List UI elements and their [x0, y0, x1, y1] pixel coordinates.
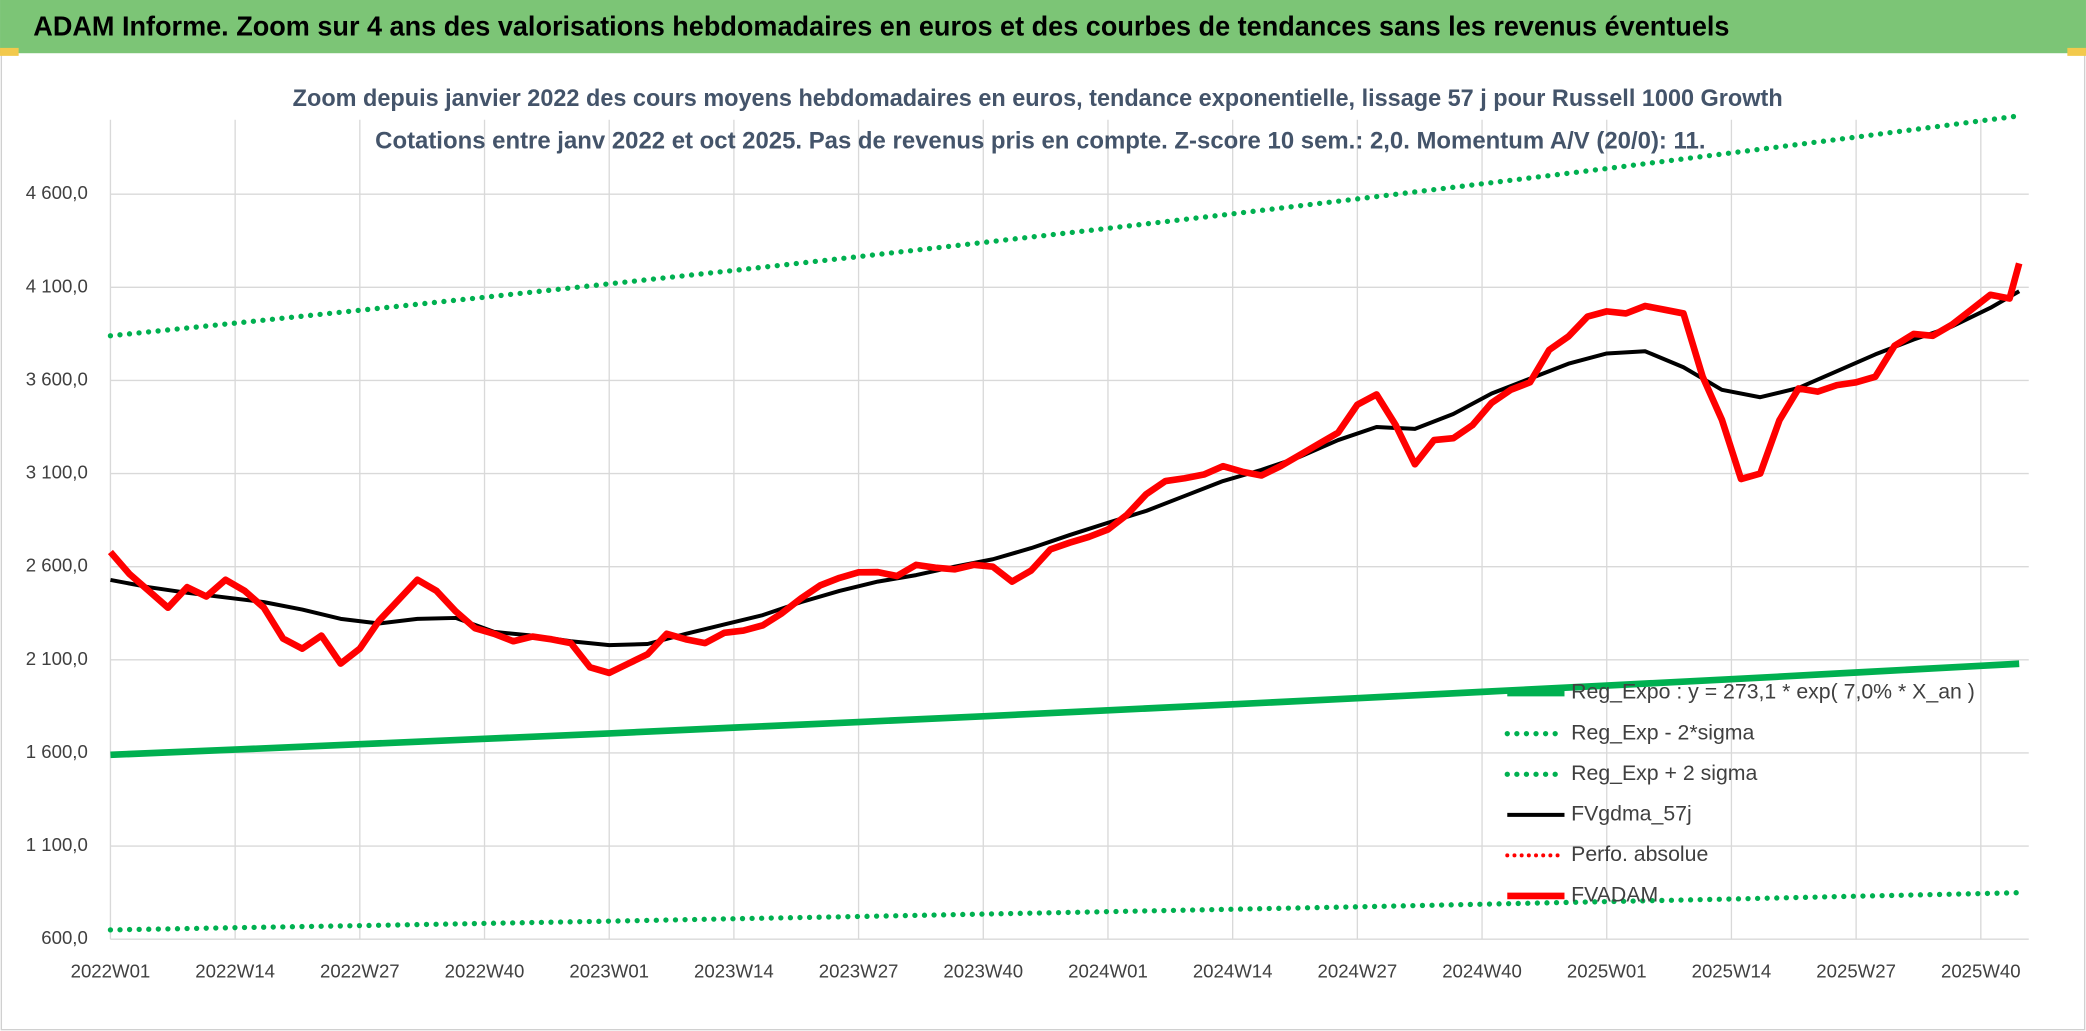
- legend-label: Reg_Exp + 2 sigma: [1571, 761, 1757, 785]
- series-line: [110, 289, 2021, 648]
- legend-label: FVADAM: [1571, 883, 1658, 907]
- y-tick-label: 600,0: [41, 927, 88, 948]
- corner: [0, 47, 19, 56]
- x-tick-label: 2023W27: [819, 960, 899, 981]
- series-line: [107, 113, 2022, 339]
- x-tick-label: 2024W40: [1442, 960, 1522, 981]
- y-tick-label: 3 100,0: [26, 462, 88, 483]
- y-tick-label: 2 600,0: [26, 555, 88, 576]
- x-tick-label: 2022W01: [71, 960, 151, 981]
- plot-area: 600,0 1 100,0 1 600,0 2 100,0 2 600,0 3 100,0…: [26, 113, 2029, 981]
- legend-label: Reg_Expo : y = 273,1 * exp( 7,0% * X_an …: [1571, 680, 1975, 704]
- x-tick-label: 2023W01: [569, 960, 649, 981]
- chart-subtitle: Cotations entre janv 2022 et oct 2025. P…: [375, 128, 1705, 155]
- x-tick-label: 2023W14: [694, 960, 774, 981]
- x-tick-label: 2025W27: [1816, 960, 1896, 981]
- legend-label: FVgdma_57j: [1571, 801, 1692, 825]
- y-tick-label: 1 100,0: [26, 834, 88, 855]
- chart-subtitle: Zoom depuis janvier 2022 des cours moyen…: [293, 85, 1783, 112]
- legend-label: Perfo. absolue: [1571, 842, 1708, 866]
- x-tick-label: 2022W40: [445, 960, 525, 981]
- x-tick-label: 2024W14: [1193, 960, 1273, 981]
- header-bar: [0, 0, 2086, 54]
- y-tick-label: 4 600,0: [26, 182, 88, 203]
- y-tick-label: 3 600,0: [26, 368, 88, 389]
- x-tick-label: 2022W27: [320, 960, 400, 981]
- y-tick-label: 2 100,0: [26, 648, 88, 669]
- series-line: [107, 262, 2023, 677]
- x-tick-label: 2023W40: [943, 960, 1023, 981]
- corner: [2067, 47, 2086, 56]
- legend-label: Reg_Exp - 2*sigma: [1571, 720, 1754, 744]
- y-tick-label: 1 600,0: [26, 741, 88, 762]
- series-line: [107, 889, 2022, 933]
- x-tick-label: 2025W40: [1941, 960, 2021, 981]
- x-tick-label: 2022W14: [195, 960, 275, 981]
- x-tick-label: 2025W14: [1692, 960, 1772, 981]
- series-line: [110, 660, 2020, 759]
- y-tick-label: 4 100,0: [26, 275, 88, 296]
- x-tick-label: 2024W01: [1068, 960, 1148, 981]
- chart-title: ADAM Informe. Zoom sur 4 ans des valoris…: [33, 10, 1729, 41]
- x-tick-label: 2024W27: [1318, 960, 1398, 981]
- x-tick-label: 2025W01: [1567, 960, 1647, 981]
